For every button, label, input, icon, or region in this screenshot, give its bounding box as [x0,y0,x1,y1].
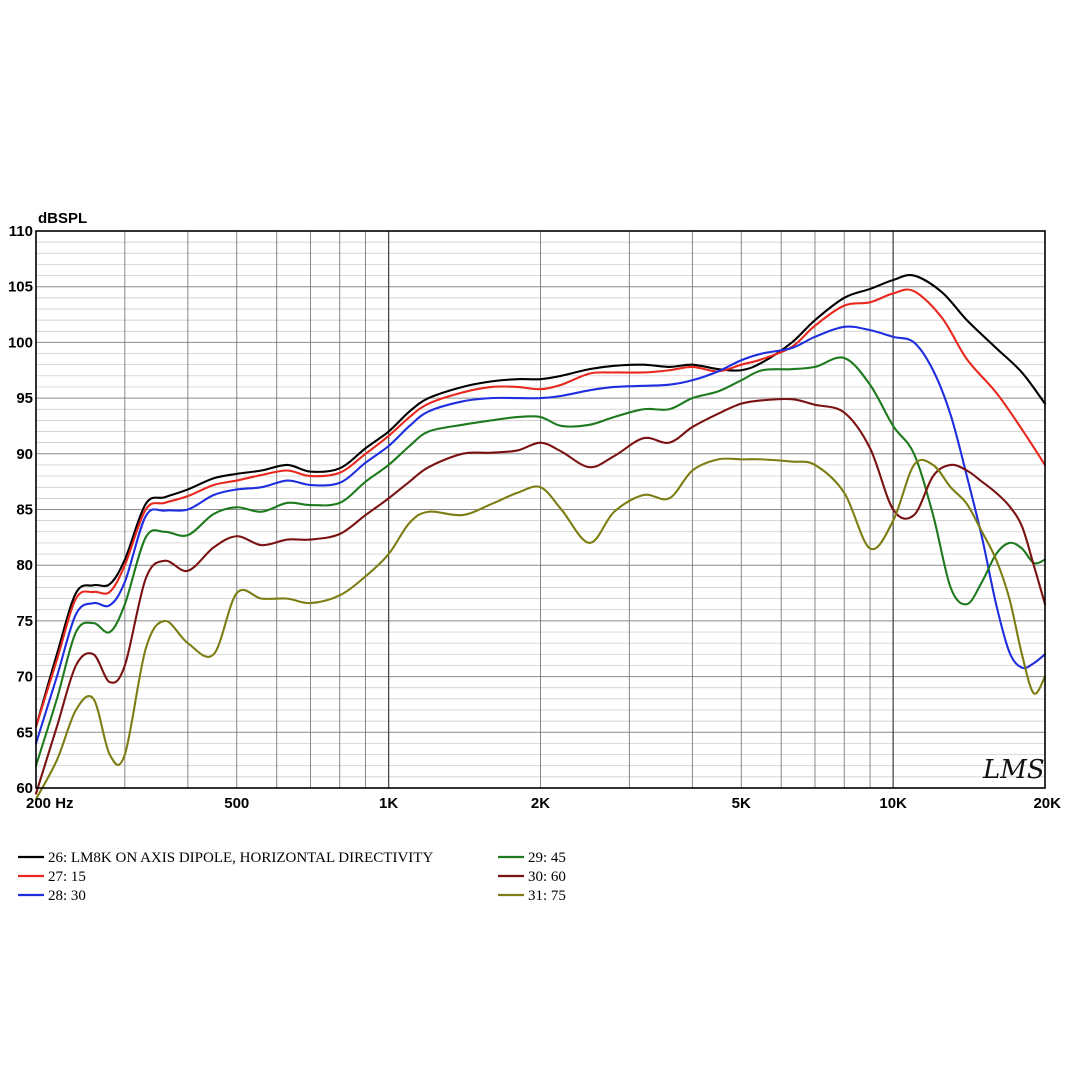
plot-frame [35,230,1046,789]
y-tick-label: 75 [16,613,33,630]
series-line-2 [34,288,1047,728]
legend: 26: LM8K ON AXIS DIPOLE, HORIZONTAL DIRE… [18,850,566,904]
series-line-4 [34,356,1047,767]
y-tick-label: 70 [16,669,33,686]
y-tick-label: 80 [16,557,33,574]
series-line-6 [34,457,1047,801]
legend-label: 30: 60 [528,869,566,885]
y-tick-labels: 60 65 70 75 80 85 90 95 100 105 110 [8,223,33,797]
lms-brand-mark: LMS [982,755,1045,785]
legend-label: 31: 75 [528,888,566,904]
legend-label: 26: LM8K ON AXIS DIPOLE, HORIZONTAL DIRE… [48,850,433,866]
y-tick-label: 95 [16,390,33,407]
y-tick-label: 60 [16,780,33,797]
x-tick-label: 10K [879,795,907,812]
y-tick-label: 85 [16,502,33,519]
x-tick-label: 200 Hz [26,795,74,812]
x-tick-label: 2K [531,795,550,812]
x-tick-label: 20K [1033,795,1061,812]
y-tick-label: 65 [16,724,33,741]
x-tick-labels: 200 Hz 500 1K 2K 5K 10K 20K [26,795,1061,812]
series-line-1 [34,274,1047,728]
x-tick-label: 500 [224,795,249,812]
y-axis-label: dBSPL [38,210,87,227]
y-tick-label: 110 [9,223,33,240]
series-layer [34,274,1047,801]
y-tick-label: 90 [16,446,33,463]
legend-label: 29: 45 [528,850,566,866]
legend-label: 27: 15 [48,869,86,885]
legend-label: 28: 30 [48,888,86,904]
series-line-3 [34,325,1047,745]
series-line-5 [34,397,1047,795]
x-tick-label: 5K [732,795,751,812]
y-tick-label: 100 [8,334,33,351]
x-tick-label: 1K [379,795,398,812]
y-tick-label: 105 [8,279,33,296]
